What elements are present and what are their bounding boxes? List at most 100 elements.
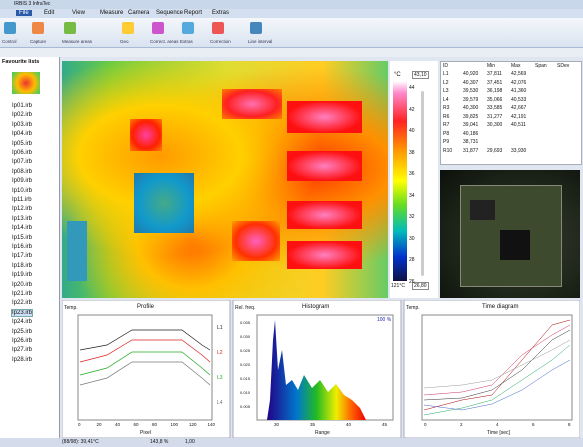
- x-tick-label: 4: [496, 422, 499, 427]
- table-cell: 40,511: [511, 122, 526, 128]
- scale-top-input[interactable]: 43,10: [412, 71, 429, 79]
- scale-tick: 40: [409, 128, 415, 134]
- table-cell: L3: [443, 88, 449, 94]
- file-item[interactable]: Ip20.irb: [12, 281, 33, 288]
- file-item[interactable]: Ip02.irb: [12, 112, 33, 119]
- time-panel: [403, 300, 580, 438]
- file-item[interactable]: Ip05.irb: [12, 140, 33, 147]
- toolbar-group-label: Extras: [180, 39, 193, 44]
- line-label: L4: [217, 400, 223, 406]
- menu-item[interactable]: Measure: [100, 10, 124, 16]
- table-header: Max: [511, 63, 521, 69]
- file-item[interactable]: Ip28.irb: [12, 356, 33, 363]
- y-tick-label: 0.020: [240, 362, 251, 367]
- file-item[interactable]: Ip19.irb: [12, 272, 33, 279]
- menu-item[interactable]: Edit: [44, 10, 55, 16]
- toolbar-button[interactable]: [182, 22, 194, 34]
- file-item[interactable]: Ip26.irb: [12, 338, 33, 344]
- scale-bottom-input[interactable]: 26,80: [412, 282, 429, 290]
- file-item[interactable]: Ip13.irb: [12, 215, 33, 222]
- toolbar-button[interactable]: [152, 22, 164, 34]
- file-item[interactable]: Ip12.irb: [12, 206, 33, 213]
- file-item[interactable]: Ip24.irb: [12, 319, 33, 326]
- toolbar-group-label: Line interval: [248, 39, 273, 44]
- thermal-image[interactable]: [62, 61, 388, 298]
- menu-item[interactable]: Sequence: [156, 10, 184, 16]
- file-item[interactable]: Ip27.irb: [12, 347, 33, 354]
- table-cell: R7: [443, 122, 450, 128]
- photo: [440, 170, 580, 298]
- table-cell: 40,300: [463, 105, 479, 111]
- toolbar-button[interactable]: [250, 22, 262, 34]
- toolbar-group-label: Geo: [120, 39, 129, 44]
- toolbar-group-label: Control: [2, 39, 17, 44]
- file-item[interactable]: Ip07.irb: [12, 159, 33, 166]
- toolbar-group-label: Correction: [210, 39, 231, 44]
- chip-hot: [232, 221, 280, 261]
- toolbar-button[interactable]: [32, 22, 44, 34]
- scale-tick: 26: [409, 278, 415, 285]
- toolbar-button[interactable]: [4, 22, 16, 34]
- file-item[interactable]: Ip18.irb: [12, 262, 33, 269]
- file-item[interactable]: Ip15.irb: [12, 234, 33, 241]
- x-tick-label: 6: [532, 422, 535, 427]
- file-item[interactable]: Ip16.irb: [12, 244, 33, 250]
- file-item[interactable]: Ip08.irb: [12, 168, 33, 175]
- scale-tick: 44: [409, 85, 415, 91]
- file-item[interactable]: Ip01.irb: [12, 103, 33, 109]
- file-item[interactable]: Ip03.irb: [12, 121, 33, 128]
- toolbar-button[interactable]: [122, 22, 134, 34]
- x-tick-label: 30: [274, 422, 280, 427]
- file-item[interactable]: Ip10.irb: [12, 187, 33, 194]
- y-tick-label: 0.005: [240, 404, 251, 409]
- table-cell: R3: [443, 105, 450, 111]
- status-bar: (88/98): 39,41°C 143,8 % 1,00: [0, 438, 583, 447]
- profile-axes: [77, 314, 213, 421]
- chip-hot: [130, 119, 162, 151]
- file-item[interactable]: Ip04.irb: [12, 131, 33, 138]
- toolbar-button[interactable]: [212, 22, 224, 34]
- file-item[interactable]: Ip11.irb: [12, 197, 32, 203]
- menu-item[interactable]: Extras: [212, 10, 230, 16]
- toolbar-group-label: Correct. areas: [150, 39, 179, 44]
- table-cell: 38,731: [463, 139, 479, 145]
- scale-tick: 34: [409, 192, 415, 199]
- x-tick-label: 0: [424, 422, 427, 427]
- file-item[interactable]: Ip14.irb: [12, 225, 33, 232]
- chip-hot: [287, 241, 362, 269]
- x-tick-label: 40: [115, 422, 121, 427]
- file-item[interactable]: Ip06.irb: [12, 150, 33, 156]
- chip-hot: [287, 151, 362, 181]
- percent-label: 100 %: [377, 317, 392, 323]
- menu-item[interactable]: Camera: [128, 10, 150, 16]
- scale-tick: 36: [409, 171, 415, 177]
- slider[interactable]: [421, 91, 424, 276]
- file-item[interactable]: Ip25.irb: [12, 328, 33, 335]
- axis-label: Temp.: [64, 305, 78, 311]
- toolbar-group-label: Capture: [30, 39, 47, 44]
- file-item[interactable]: Ip21.irb: [12, 291, 33, 297]
- chip-hot: [287, 201, 362, 229]
- table-cell: R6: [443, 113, 450, 120]
- x-tick-label: 60: [133, 422, 139, 427]
- table-header: SDev: [557, 63, 570, 69]
- file-item[interactable]: Ip23.irb: [10, 308, 34, 317]
- charts: [62, 300, 580, 438]
- table-cell: 37,451: [487, 79, 503, 86]
- toolbar-group-label: Measure areas: [62, 39, 93, 44]
- menu-item[interactable]: Report: [184, 10, 203, 16]
- time-axes: [421, 314, 573, 421]
- thumbnail[interactable]: [12, 72, 40, 94]
- file-item[interactable]: Ip17.irb: [12, 253, 33, 260]
- toolbar-button[interactable]: [64, 22, 76, 34]
- menu-item[interactable]: File: [16, 10, 32, 16]
- file-item[interactable]: Ip09.irb: [12, 178, 33, 185]
- table-cell: 37,811: [487, 71, 502, 77]
- file-item[interactable]: Ip22.irb: [12, 300, 33, 307]
- x-tick-label: 120: [189, 422, 197, 427]
- menu-item[interactable]: View: [72, 10, 85, 16]
- table-cell: R10: [443, 147, 453, 154]
- y-tick-label: 0.030: [240, 334, 251, 339]
- x-tick-label: 100: [170, 422, 179, 427]
- window-title: IRBIS 3 InfraTec: [14, 1, 51, 7]
